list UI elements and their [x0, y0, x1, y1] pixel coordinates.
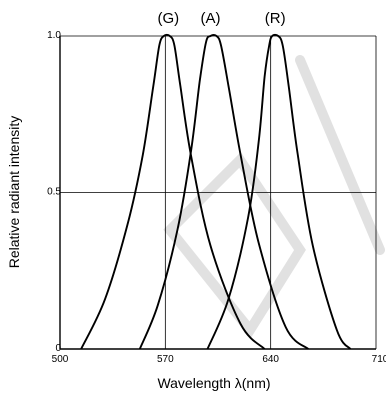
series-curve-0 — [81, 35, 265, 349]
y-axis-title: Relative radiant intensity — [6, 116, 22, 269]
y-tick-label-1.0: 1.0 — [47, 30, 61, 41]
x-axis-title: Wavelength λ(nm) — [157, 375, 270, 391]
series-label-1: (A) — [200, 10, 220, 27]
x-tick-label-500: 500 — [52, 354, 69, 365]
x-tick-label-570: 570 — [157, 354, 174, 365]
y-axis-ticks: 0 0.5 1.0 — [47, 30, 61, 354]
series-labels: (G) (A) (R) — [158, 10, 286, 27]
y-tick-label-0.5: 0.5 — [47, 187, 61, 198]
x-tick-label-710: 710 — [372, 354, 386, 365]
x-tick-label-640: 640 — [262, 354, 279, 365]
series-label-0: (G) — [158, 10, 180, 27]
x-axis-ticks: 500 570 640 710 — [52, 354, 386, 365]
watermark — [170, 60, 380, 330]
series-label-2: (R) — [265, 10, 286, 27]
y-tick-label-0: 0 — [55, 343, 61, 354]
